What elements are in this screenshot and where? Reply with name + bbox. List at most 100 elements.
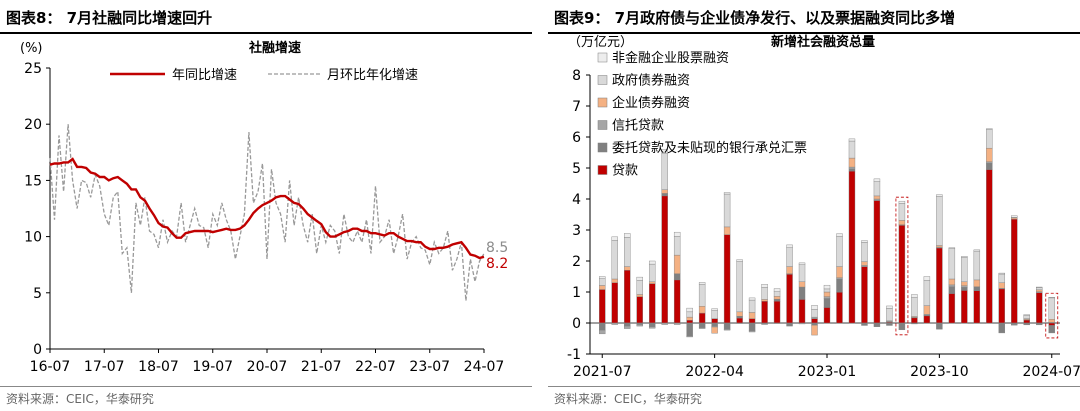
bar-segment — [948, 293, 956, 324]
bar-segment — [836, 266, 843, 278]
bar-segment — [648, 281, 656, 284]
bar-segment — [848, 140, 856, 159]
bar-segment — [773, 298, 781, 302]
y-tick-label: 6 — [572, 130, 581, 146]
bar-segment — [661, 152, 668, 190]
bar-segment — [836, 233, 843, 237]
bar-segment — [823, 298, 831, 308]
social-financing-growth-chart: (%) 社融增速 0 5 10 15 20 25 16-07 17-07 18-07 19-07 20-… — [20, 40, 508, 375]
bar-segment — [948, 286, 956, 294]
bar-segment — [599, 322, 606, 331]
bar-segment — [898, 200, 906, 204]
highlight-box — [1045, 292, 1059, 339]
bar-segment — [673, 322, 681, 325]
bar-segment — [636, 280, 643, 295]
bar-segment — [723, 322, 731, 330]
bar-segment — [723, 192, 731, 195]
y-tick-label: 0 — [572, 316, 581, 332]
bar-segment — [1036, 322, 1043, 326]
figure-8-bottom-rule — [0, 386, 532, 387]
bar-segment — [673, 273, 681, 281]
bar-segment — [923, 305, 931, 315]
bar-segment — [648, 260, 656, 265]
bar-segment — [973, 250, 981, 281]
bar-segment — [798, 322, 806, 325]
bar-segment — [698, 284, 706, 307]
y-tick-label: 4 — [572, 192, 581, 208]
bar-segment — [786, 322, 793, 327]
bar-segment — [624, 325, 631, 329]
x-tick-label: 19-07 — [192, 359, 233, 375]
bar-segment — [773, 296, 781, 300]
bar-segment — [698, 282, 706, 285]
y-axis-unit-label: (%) — [20, 41, 43, 56]
bar-segment — [811, 322, 818, 326]
end-value-label-mom: 8.5 — [486, 240, 508, 256]
bar-segment — [1048, 297, 1055, 320]
bar-segment — [673, 231, 681, 237]
bar-segment — [973, 286, 981, 291]
bar-segment — [1048, 325, 1055, 334]
bar-segment — [611, 282, 618, 324]
bar-segment — [748, 312, 756, 319]
y-tick-label: 7 — [572, 99, 581, 115]
bar-segment — [998, 272, 1006, 275]
bar-segment — [848, 157, 856, 168]
legend-swatch — [597, 75, 608, 85]
figure-8-panel: 图表8： 7月社融同比增速回升 (%) 社融增速 0 5 10 15 20 25 16-07 17… — [0, 0, 532, 411]
legend-swatch — [597, 52, 608, 63]
bar-segment — [823, 284, 831, 290]
x-tick-label: 24-07 — [464, 359, 505, 375]
bar-segment — [661, 149, 668, 154]
bar-segment — [698, 322, 706, 328]
bar-segment — [636, 322, 643, 325]
bar-segment — [624, 237, 631, 267]
legend-swatch — [597, 120, 608, 130]
bar-segment — [898, 203, 906, 221]
bar-segment — [661, 193, 668, 197]
bar-segment — [811, 318, 818, 324]
bar-segment — [599, 289, 606, 324]
bar-segment — [873, 195, 881, 200]
legend-label-yoy: 年同比增速 — [172, 68, 237, 83]
bar-segment — [961, 285, 968, 288]
bar-segment — [673, 254, 681, 274]
bar-segment — [798, 286, 806, 300]
bar-segment — [686, 311, 693, 318]
bar-segment — [711, 326, 718, 334]
bar-segment — [898, 322, 906, 331]
bar-segment — [1036, 286, 1043, 288]
bar-segment — [898, 225, 906, 324]
bar-segment — [1011, 218, 1018, 324]
bar-segment — [611, 278, 618, 283]
bar-segment — [1048, 322, 1055, 326]
bar-segment — [711, 318, 718, 324]
bar-segment — [661, 322, 668, 325]
bar-segment — [686, 322, 693, 337]
bar-segment — [686, 320, 693, 324]
bar-segment — [773, 322, 781, 324]
bar-segment — [1048, 297, 1055, 299]
bar-segment — [986, 129, 993, 149]
x-tick-label: 2023-10 — [910, 364, 969, 380]
bar-segment — [773, 288, 781, 292]
bar-segment — [873, 181, 881, 197]
bar-segment — [948, 247, 956, 249]
bar-segment — [861, 240, 868, 243]
bar-segment — [748, 299, 756, 313]
bar-segment — [898, 220, 906, 225]
x-tick-label: 23-07 — [409, 359, 450, 375]
bar-segment — [998, 282, 1006, 289]
bar-segment — [811, 324, 818, 336]
bar-segment — [761, 323, 768, 325]
bar-segment — [636, 296, 643, 324]
figure-9-title-rule — [548, 32, 1080, 34]
bar-segment — [886, 305, 893, 309]
bar-segment — [723, 226, 731, 235]
bar-segment — [798, 299, 806, 324]
chart-title: 新增社会融资总量 — [771, 34, 875, 50]
bar-segment — [786, 274, 793, 324]
bar-segment — [686, 316, 693, 321]
bar-segment — [786, 244, 793, 248]
figure-8-source: 资料来源：CEIC，华泰研究 — [6, 392, 154, 406]
